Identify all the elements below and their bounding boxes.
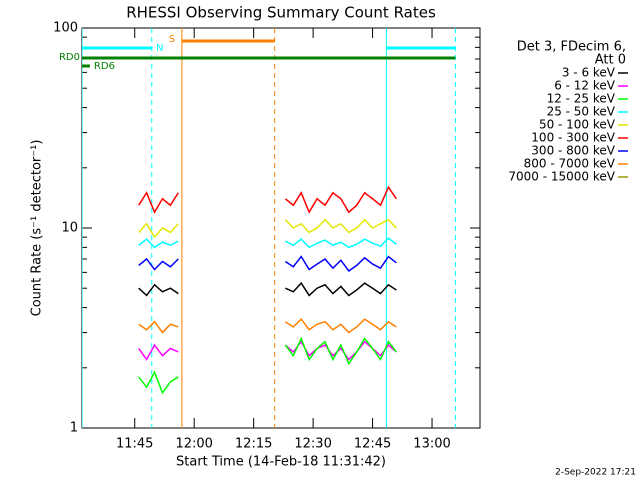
series-line [138,320,179,334]
footer: 2-Sep-2022 17:21 [555,468,636,478]
x-axis-label: Start Time (14-Feb-18 11:31:42) [176,455,386,470]
chart-title: RHESSI Observing Summary Count Rates [126,4,436,22]
flag-label: N [156,43,163,54]
x-tick-label: 11:45 [116,437,153,452]
x-tick-label: 12:15 [235,437,272,452]
x-tick-label: 12:00 [175,437,212,452]
series-line [284,255,397,272]
y-tick-label: 10 [61,221,78,236]
y-tick-label: 1 [70,421,78,436]
series-line [285,281,397,297]
series-line [284,336,397,366]
series-line [285,237,397,249]
legend-title: Att 0 [595,53,626,68]
series-line [138,222,179,239]
legend-label: 800 - 7000 keV [524,157,616,171]
series-line [284,218,397,234]
x-tick-label: 12:30 [294,437,331,452]
flag-label: RD0 [59,52,80,63]
legend-label: 300 - 800 keV [531,144,615,158]
legend-label: 3 - 6 keV [562,66,616,80]
series-line [138,238,179,249]
series-line [138,191,179,214]
series-line [138,370,179,395]
legend-title: Det 3, FDecim 6, [517,40,626,55]
series-line [284,318,397,334]
legend-label: 50 - 100 keV [539,118,616,132]
legend-label: 7000 - 15000 keV [508,170,615,184]
legend-label: 12 - 25 keV [547,92,616,106]
flag-label: RD6 [94,61,115,72]
legend-label: 6 - 12 keV [554,79,616,93]
x-tick-label: 12:45 [354,437,391,452]
series-line [138,343,179,361]
x-tick-label: 13:00 [413,437,450,452]
series-line [284,185,397,214]
plot-area [82,28,456,428]
flag-label: S [169,34,175,45]
y-axis-label: Count Rate (s⁻¹ detector⁻¹) [30,140,45,317]
series-line [138,257,179,271]
y-tick-label: 100 [53,21,78,36]
legend-label: 100 - 300 keV [531,131,615,145]
legend-label: 25 - 50 keV [547,105,616,119]
series-line [138,283,179,297]
